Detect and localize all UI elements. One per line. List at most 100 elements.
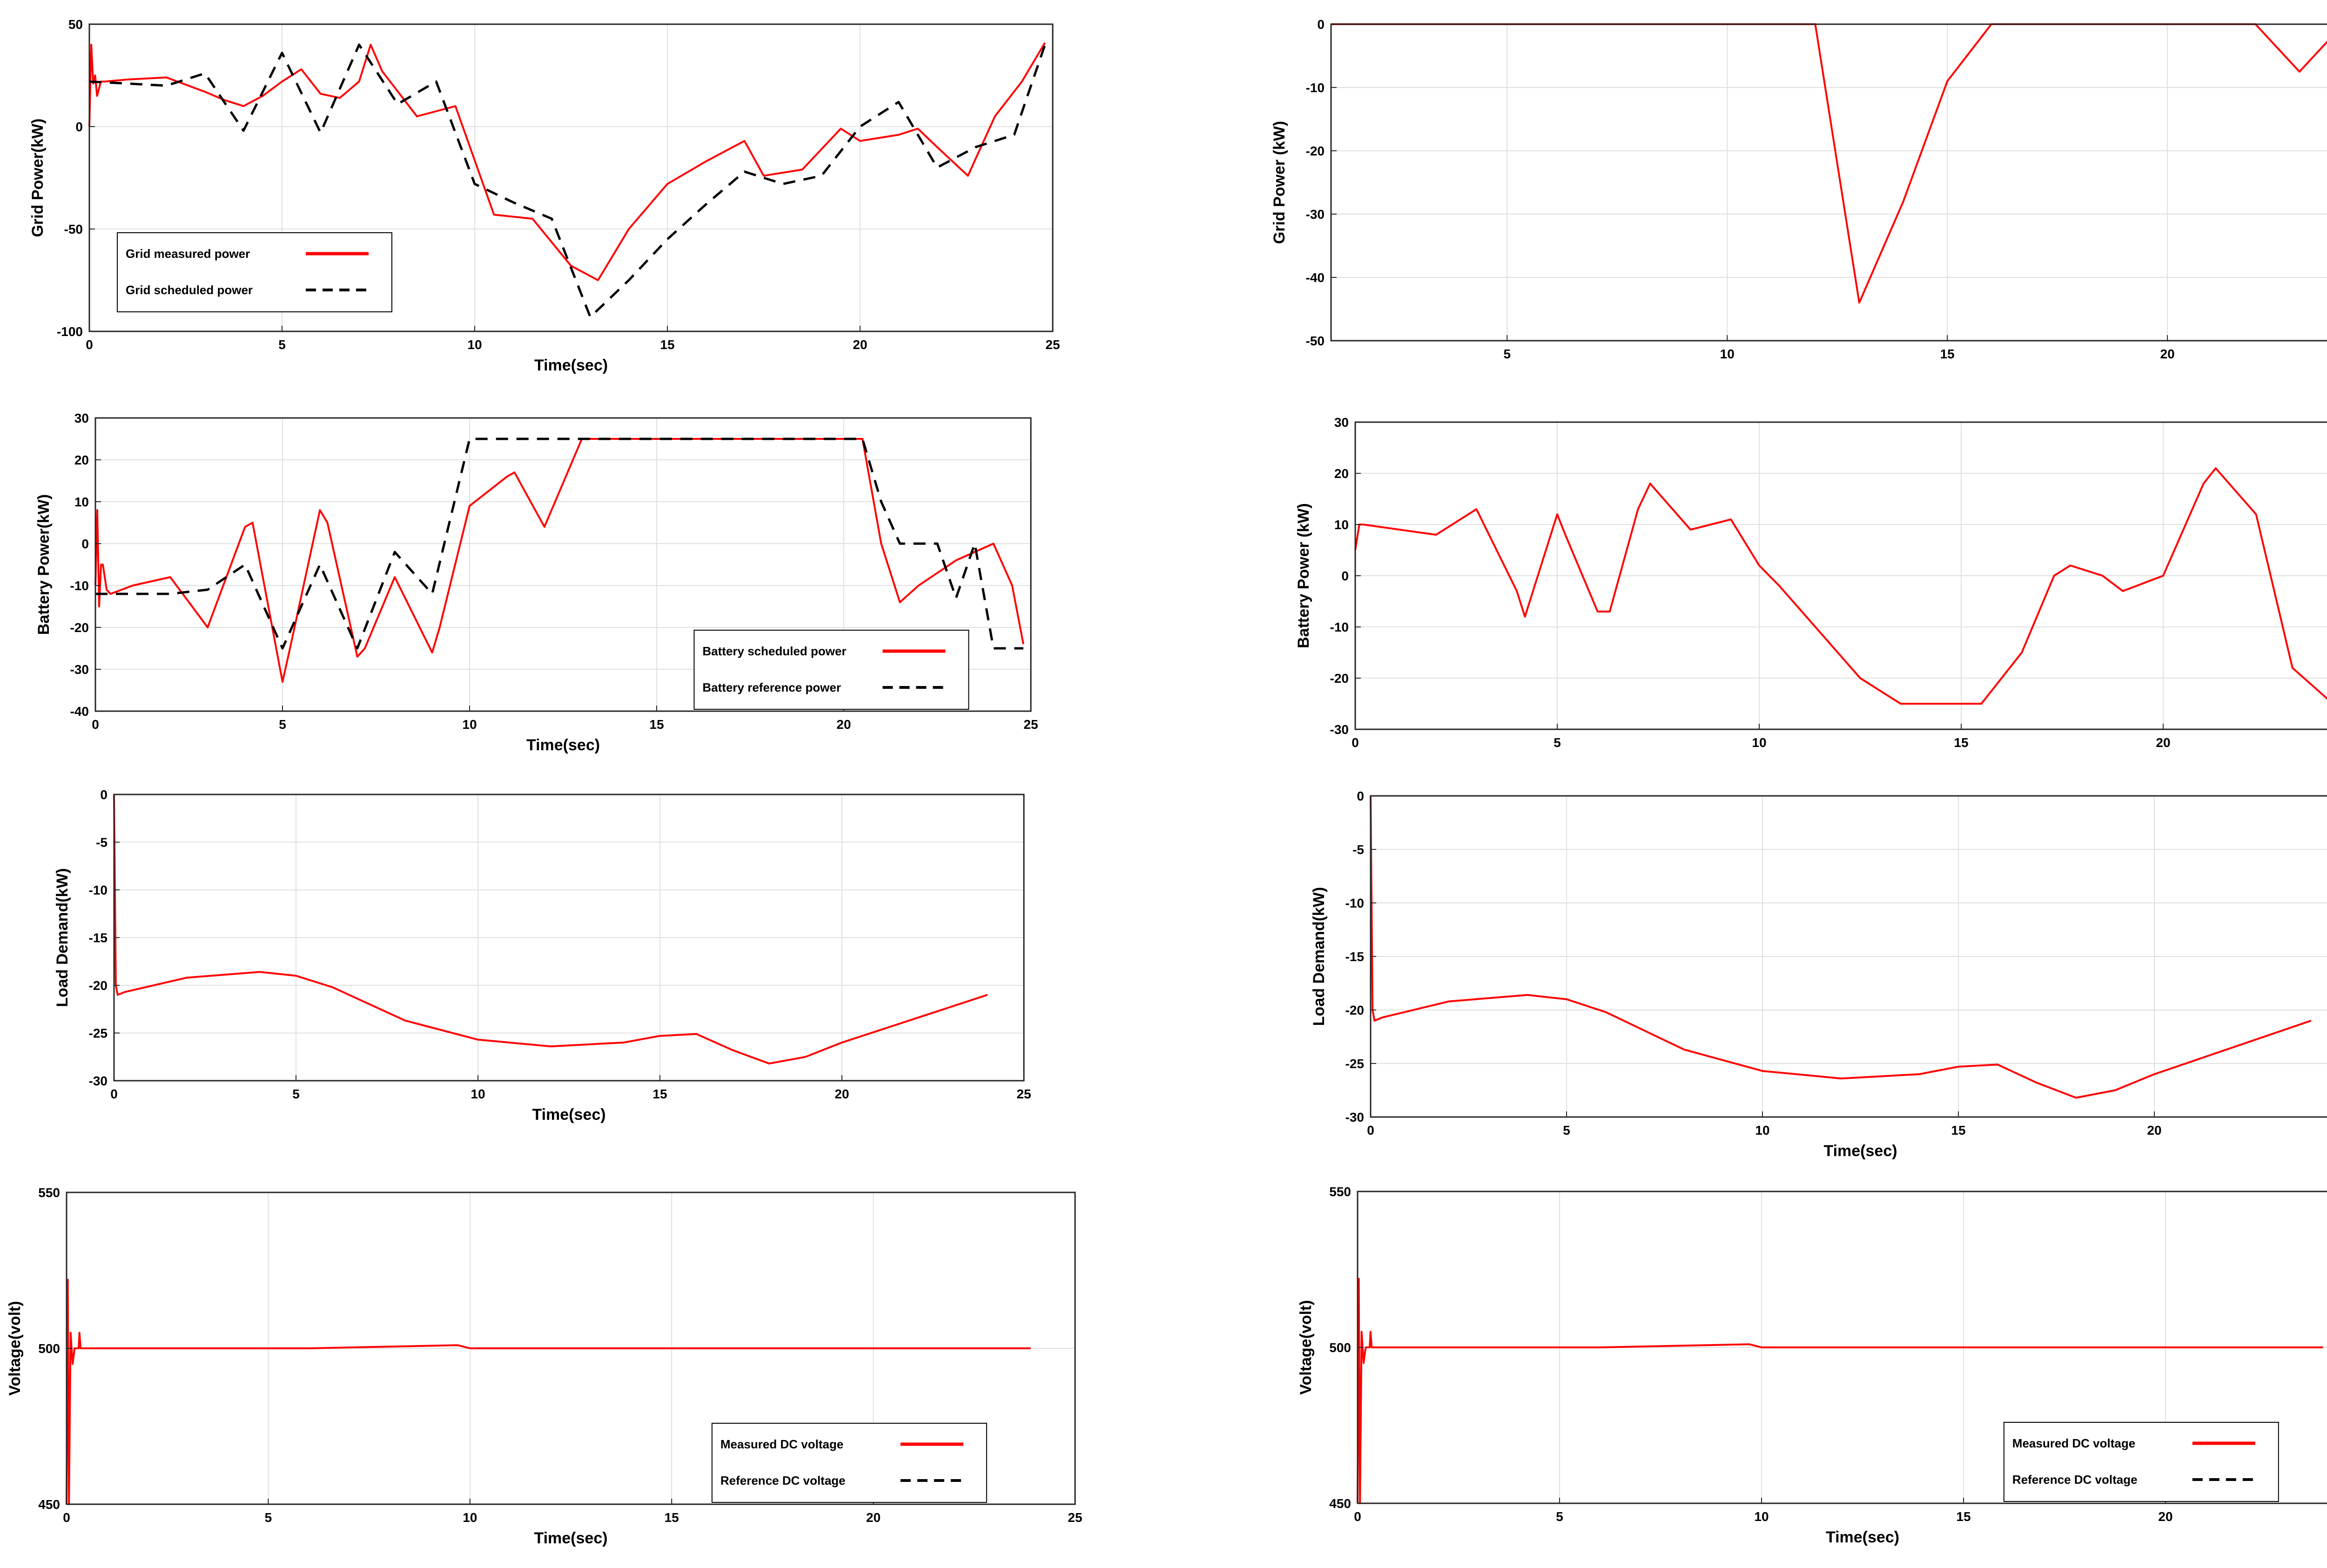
x-tick-label: 10: [1720, 347, 1735, 361]
y-tick-label: 0: [1357, 789, 1364, 803]
y-tick-label: 0: [1341, 569, 1349, 583]
y-axis-title: Grid Power (kW): [1271, 121, 1288, 244]
y-tick-label: -30: [89, 1074, 108, 1088]
x-tick-label: 20: [2147, 1123, 2161, 1137]
y-tick-label: 10: [74, 495, 89, 509]
legend: Measured DC voltage Reference DC voltage: [2003, 1422, 2279, 1502]
y-tick-label: 0: [81, 537, 89, 551]
y-axis-title: Grid Power(kW): [29, 118, 47, 237]
x-tick-label: 10: [1754, 1509, 1769, 1524]
x-axis-title: Time(sec): [1823, 1142, 1897, 1160]
x-axis-title: Time(sec): [1826, 1528, 1899, 1546]
legend-box: [711, 1423, 987, 1503]
y-tick-label: 450: [38, 1497, 60, 1512]
axes-frame: [88, 23, 1054, 332]
x-tick-label: 10: [462, 717, 477, 732]
y-tick-label: -10: [1345, 896, 1364, 910]
legend: Battery scheduled power Battery reference…: [693, 630, 969, 710]
y-tick-label: 500: [38, 1341, 60, 1356]
series-line-0: [1354, 467, 2327, 705]
y-tick-label: -20: [70, 620, 89, 635]
x-axis-title: Time(sec): [534, 357, 608, 374]
x-tick-label: 15: [665, 1510, 679, 1525]
legend-entry-label: Grid scheduled power: [126, 283, 253, 297]
y-axis-title: Battery Power (kW): [1295, 503, 1312, 648]
series-line-0: [88, 42, 1046, 281]
legend-box: [2003, 1422, 2279, 1502]
legend: Grid measured power Grid scheduled power: [117, 232, 392, 312]
y-tick-label: -20: [1345, 1003, 1364, 1017]
x-tick-label: 5: [265, 1510, 272, 1525]
y-tick-label: -30: [1345, 1110, 1364, 1124]
series-line-0: [1331, 23, 2327, 304]
y-tick-label: 550: [38, 1185, 60, 1200]
series-line-0: [113, 794, 988, 1065]
y-tick-label: -15: [89, 931, 108, 945]
y-tick-label: -30: [70, 662, 89, 677]
y-tick-label: -15: [1345, 949, 1364, 964]
y-axis-title: Battery Power(kW): [35, 494, 53, 635]
x-tick-label: 5: [1556, 1509, 1563, 1524]
legend: Measured DC voltage Reference DC voltage: [711, 1423, 987, 1503]
x-tick-label: 15: [652, 1087, 667, 1101]
x-tick-label: 0: [92, 717, 99, 732]
y-tick-label: -30: [1306, 207, 1325, 222]
y-axis-title: Load Demand(kW): [54, 868, 71, 1007]
y-tick-label: -10: [89, 883, 108, 897]
y-tick-label: 0: [100, 787, 108, 802]
x-tick-label: 0: [1354, 1509, 1361, 1524]
x-tick-label: 20: [836, 717, 851, 732]
legend-entry-label: Reference DC voltage: [720, 1474, 846, 1487]
y-tick-label: -5: [1352, 842, 1364, 857]
y-tick-label: -25: [89, 1026, 108, 1041]
x-tick-label: 0: [110, 1087, 118, 1101]
x-axis-title: Time(sec): [526, 736, 600, 754]
x-tick-label: 15: [1940, 347, 1955, 361]
y-tick-label: -100: [57, 324, 83, 339]
x-tick-label: 0: [1367, 1123, 1374, 1137]
x-axis-title: Time(sec): [534, 1529, 607, 1547]
axes-frame: [1330, 23, 2327, 342]
y-axis-title: Voltage(volt): [6, 1301, 24, 1395]
y-axis-title: Voltage(volt): [1297, 1300, 1315, 1394]
legend-entry-label: Reference DC voltage: [2012, 1473, 2138, 1487]
y-tick-label: 550: [1329, 1184, 1351, 1199]
y-tick-label: -50: [1306, 334, 1325, 348]
x-tick-label: 25: [1068, 1510, 1082, 1525]
x-tick-label: 0: [63, 1510, 70, 1525]
legend-entry-label: Measured DC voltage: [2012, 1436, 2135, 1450]
voltage-right-chart: 0510152025450500550Time(sec)Voltage(volt…: [1297, 1184, 2327, 1546]
x-tick-label: 10: [1755, 1123, 1769, 1137]
legend-box: [693, 630, 969, 710]
y-tick-label: -30: [1330, 722, 1349, 737]
y-tick-label: -20: [1330, 671, 1349, 686]
plot-area: [1331, 24, 2327, 341]
y-tick-label: 20: [1334, 466, 1349, 481]
series-line-0: [1370, 795, 2312, 1099]
x-tick-label: 5: [1554, 735, 1561, 750]
x-tick-label: 20: [853, 337, 867, 352]
x-tick-label: 10: [463, 1510, 477, 1525]
y-tick-label: -20: [89, 978, 108, 993]
y-tick-label: 0: [1317, 17, 1325, 32]
x-tick-label: 10: [467, 337, 482, 352]
x-tick-label: 15: [1954, 735, 1968, 750]
x-tick-label: 15: [649, 717, 664, 732]
y-tick-label: 450: [1329, 1496, 1351, 1511]
x-tick-label: 20: [2160, 347, 2175, 361]
y-tick-label: -40: [70, 704, 89, 719]
legend-entry-label: Grid measured power: [126, 247, 250, 261]
voltage-left-chart: 0 5 10 15 20 25 450 500 550 Time(sec) Voltage(volt…: [6, 1185, 1083, 1547]
axes-frame: [94, 417, 1032, 712]
series-line-1: [95, 437, 1023, 650]
series-line-0: [66, 1279, 1031, 1505]
series-line-0: [94, 438, 1024, 683]
x-tick-label: 15: [1951, 1123, 1965, 1137]
x-tick-label: 15: [660, 337, 674, 352]
x-tick-label: 25: [1045, 337, 1060, 352]
x-tick-label: 25: [1016, 1087, 1031, 1101]
x-tick-label: 20: [2156, 735, 2170, 750]
battery-power-left-chart: 0 5 10 15 20 25 -40 -30 -20 -10 0 10 20 30 Time(sec) Ba…: [35, 411, 1038, 754]
